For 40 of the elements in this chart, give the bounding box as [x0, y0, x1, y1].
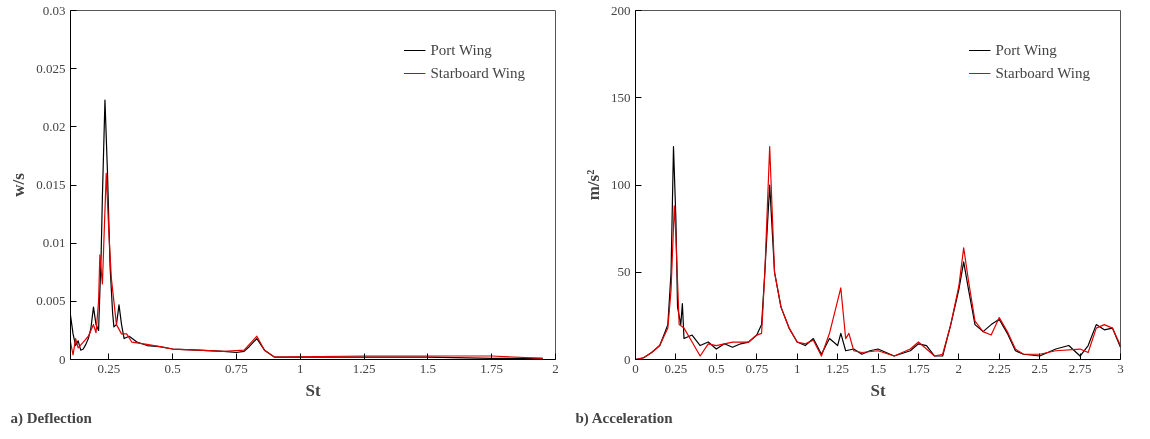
y-tick-label: 100 [611, 177, 631, 192]
text: b) Acceleration [575, 409, 674, 427]
x-tick-label: 0.25 [97, 360, 121, 376]
y-tick-label: 0.025 [36, 60, 66, 76]
x-tick-label: 3 [1117, 360, 1124, 376]
x-axis-title: St [305, 380, 321, 400]
x-tick-label: 0.75 [225, 360, 248, 376]
x-tick-label: 0.5 [164, 360, 181, 376]
x-tick-label: 2.75 [1068, 360, 1092, 376]
x-tick-label: 2.25 [987, 360, 1011, 376]
x-tick-label: 0.75 [745, 360, 769, 376]
y-tick-label: 50 [617, 264, 631, 280]
x-tick-label: 1.75 [480, 360, 504, 376]
legend-label: Starboard Wing [995, 64, 1090, 82]
x-tick-label: 1 [793, 360, 801, 376]
x-tick-label: 1.5 [419, 360, 436, 376]
y-axis-title: w/s [9, 172, 29, 197]
x-tick-label: 1.5 [869, 360, 887, 376]
x-tick-label: 1 [296, 360, 304, 376]
text: a) Deflection [10, 409, 93, 427]
x-tick-label: 2 [955, 360, 963, 376]
legend-label: Starboard Wing [430, 64, 525, 82]
y-tick-label: 150 [611, 89, 631, 105]
y-tick-label: 0.005 [36, 293, 66, 309]
legend-label: Port Wing [430, 41, 492, 59]
y-tick-label: 0.03 [42, 2, 66, 18]
x-tick-label: 1.75 [907, 360, 930, 376]
x-axis-title: St [870, 380, 886, 400]
x-tick-label: 2.5 [1031, 360, 1048, 376]
y-tick-label: 0.02 [42, 118, 66, 134]
x-tick-label: 0.25 [664, 360, 688, 376]
y-tick-label: 200 [611, 2, 631, 18]
legend-label: Port Wing [995, 41, 1057, 59]
y-axis-title: m/s² [584, 169, 603, 201]
x-tick-label: 0.5 [708, 360, 725, 376]
y-tick-label: 0.01 [42, 235, 66, 251]
y-tick-label: 0.015 [36, 177, 66, 192]
x-tick-label: 2 [552, 360, 559, 376]
x-tick-label: 1.25 [826, 360, 849, 376]
x-tick-label: 1.25 [352, 360, 376, 376]
